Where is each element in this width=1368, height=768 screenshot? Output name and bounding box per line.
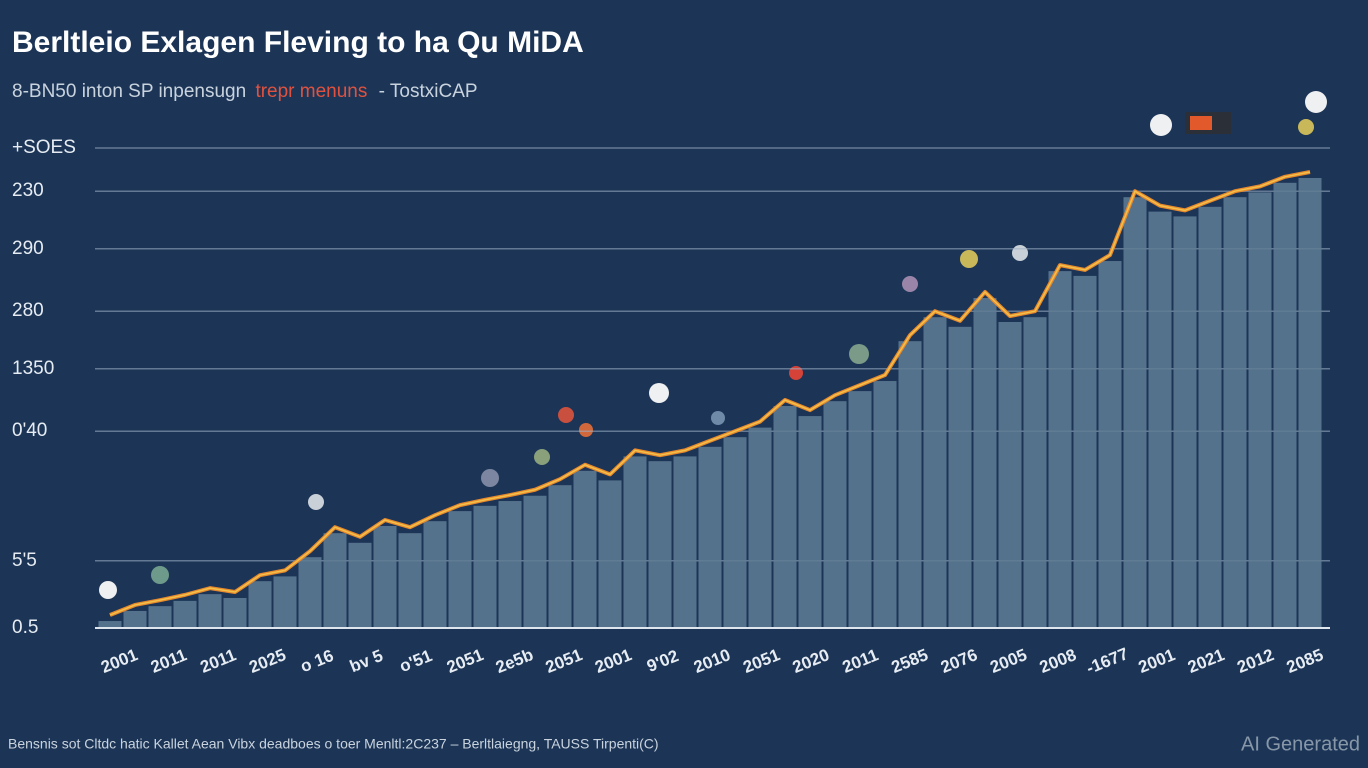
- subtitle-part: 8-BN50 inton SP inpensugn: [12, 81, 246, 102]
- bar: [898, 341, 922, 628]
- subtitle-part: trepr menuns: [255, 81, 367, 102]
- y-tick-label: 280: [12, 300, 44, 321]
- bar: [648, 461, 672, 628]
- bar: [923, 317, 947, 628]
- bar: [373, 526, 397, 628]
- bar: [1248, 192, 1272, 628]
- value-line-highlight: [109, 171, 1311, 616]
- bar: [398, 533, 422, 628]
- bar: [448, 511, 472, 628]
- bar: [1148, 211, 1172, 628]
- bar: [173, 600, 197, 628]
- bar: [948, 326, 972, 628]
- bar: [198, 594, 222, 628]
- bar: [1298, 178, 1322, 628]
- bar: [673, 456, 697, 628]
- watermark: AI Generated: [1241, 733, 1360, 755]
- bar: [1198, 206, 1222, 629]
- bar: [1048, 271, 1072, 628]
- bar: [148, 606, 172, 628]
- bar: [1173, 216, 1197, 628]
- bar: [723, 437, 747, 628]
- chart-title: Berltleio Exlagen Fleving to ha Qu MiDA: [12, 26, 584, 59]
- bar: [323, 533, 347, 628]
- bar: [998, 322, 1022, 628]
- bar: [698, 446, 722, 628]
- bar: [273, 576, 297, 628]
- bar: [798, 416, 822, 628]
- bar: [123, 610, 147, 628]
- y-tick-label: 230: [12, 180, 44, 201]
- bar: [423, 521, 447, 628]
- bar: [748, 427, 772, 628]
- bar: [1098, 261, 1122, 628]
- bar: [1273, 182, 1297, 629]
- y-tick-label: 1350: [12, 358, 54, 379]
- y-tick-label: 0'40: [12, 420, 47, 441]
- bar: [473, 505, 497, 628]
- bar: [823, 401, 847, 628]
- bar: [248, 581, 272, 628]
- bar: [1223, 197, 1247, 628]
- y-tick-label: +SOES: [12, 137, 76, 158]
- bar: [573, 470, 597, 628]
- y-tick-label: 5'5: [12, 550, 37, 571]
- bar: [1123, 197, 1147, 628]
- y-tick-label: 290: [12, 238, 44, 259]
- bar: [298, 557, 322, 628]
- bar: [98, 621, 122, 628]
- bar: [348, 542, 372, 628]
- bar: [773, 406, 797, 628]
- bar: [623, 456, 647, 628]
- bar: [1073, 275, 1097, 628]
- bar: [223, 598, 247, 628]
- bar: [523, 495, 547, 628]
- bar: [598, 480, 622, 628]
- bar: [873, 381, 897, 628]
- chart-subtitle: 8-BN50 inton SP inpensugn trepr menuns -…: [12, 81, 478, 102]
- bar: [848, 391, 872, 628]
- bar: [548, 485, 572, 628]
- footer-note: Bensnis sot Cltdc hatic Kallet Aean Vibx…: [8, 736, 659, 752]
- subtitle-part: - TostxiCAP: [379, 81, 478, 102]
- y-tick-label: 0.5: [12, 617, 38, 638]
- bar: [1023, 317, 1047, 628]
- bar: [973, 298, 997, 628]
- bar: [498, 501, 522, 628]
- decor: [99, 91, 1327, 599]
